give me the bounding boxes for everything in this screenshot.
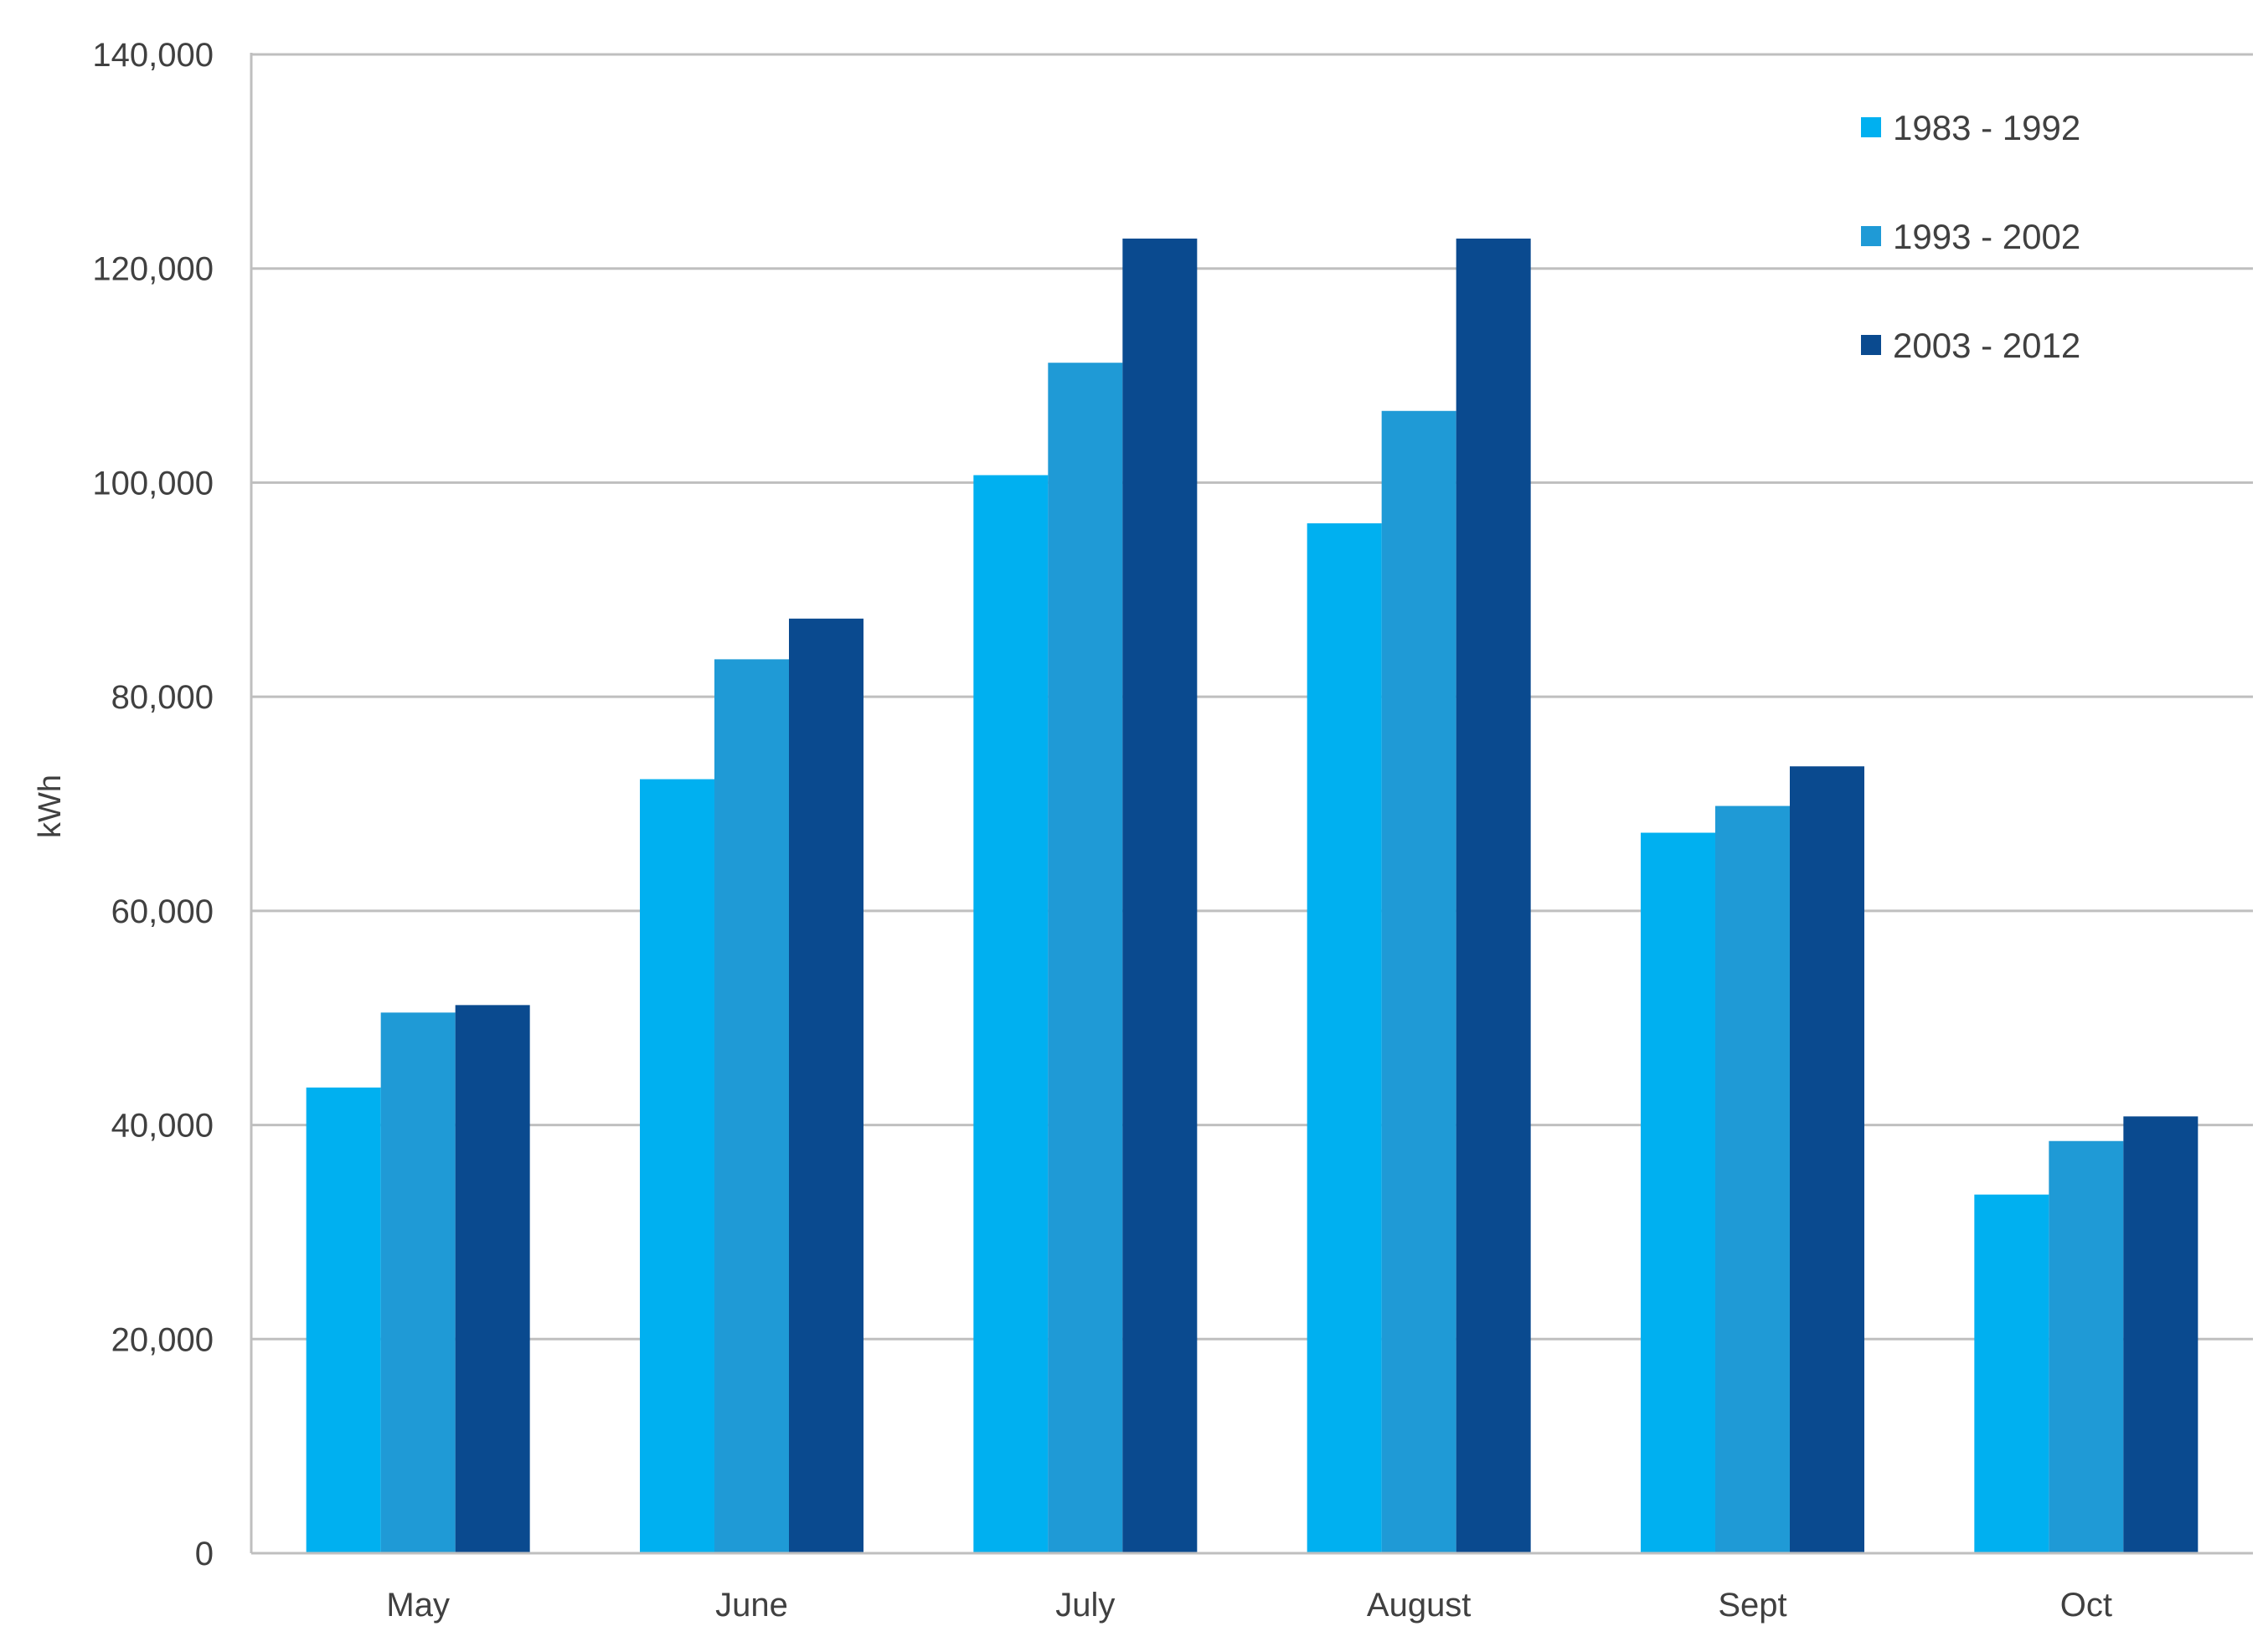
- bar-june-series-1: [640, 779, 714, 1553]
- bar-august-series-1: [1307, 523, 1382, 1553]
- y-tick-label: 20,000: [111, 1321, 214, 1358]
- axes: [250, 53, 2253, 1555]
- gridlines: [251, 53, 2253, 1341]
- x-tick-labels: May June July August Sept Oct: [386, 1587, 2112, 1624]
- x-tick-label: Sept: [1718, 1587, 1786, 1624]
- y-tick-label: 80,000: [111, 679, 214, 716]
- bar-june-series-2: [714, 659, 789, 1554]
- bar-may-series-1: [306, 1087, 381, 1553]
- legend-label: 1983 - 1992: [1893, 108, 2080, 147]
- bar-june-series-3: [789, 618, 863, 1553]
- x-tick-label: July: [1055, 1587, 1115, 1624]
- y-tick-label: 100,000: [92, 465, 214, 502]
- bar-sept-series-2: [1715, 805, 1790, 1553]
- legend-label: 2003 - 2012: [1893, 326, 2080, 365]
- bar-oct-series-3: [2123, 1116, 2199, 1553]
- legend-swatch: [1861, 335, 1881, 355]
- x-tick-label: August: [1367, 1587, 1472, 1624]
- y-tick-label: 40,000: [111, 1108, 214, 1145]
- y-tick-label: 0: [195, 1536, 214, 1572]
- x-tick-label: May: [386, 1587, 450, 1624]
- bar-oct-series-2: [2049, 1140, 2124, 1553]
- bar-may-series-3: [455, 1005, 530, 1553]
- x-tick-label: June: [715, 1587, 788, 1624]
- y-tick-labels: 0 20,000 40,000 60,000 80,000 100,000 120,000 1…: [92, 37, 214, 1572]
- legend-swatch: [1861, 117, 1881, 137]
- bar-sept-series-3: [1790, 766, 1864, 1553]
- legend: 1983 - 1992 1993 - 2002 2003 - 2012: [1861, 108, 2080, 365]
- y-tick-label: 140,000: [92, 37, 214, 74]
- bar-sept-series-1: [1641, 832, 1715, 1553]
- bar-july-series-3: [1122, 238, 1198, 1553]
- y-tick-label: 60,000: [111, 893, 214, 930]
- bar-july-series-1: [973, 475, 1049, 1554]
- legend-label: 1993 - 2002: [1893, 217, 2080, 256]
- bar-oct-series-1: [1974, 1194, 2049, 1553]
- bars: [306, 238, 2199, 1554]
- legend-swatch: [1861, 226, 1881, 246]
- bar-august-series-2: [1381, 410, 1456, 1553]
- bar-may-series-2: [380, 1012, 456, 1553]
- y-tick-label: 120,000: [92, 251, 214, 288]
- bar-august-series-3: [1456, 238, 1531, 1553]
- y-axis-title: kWh: [33, 775, 68, 838]
- bar-july-series-2: [1048, 363, 1123, 1554]
- x-tick-label: Oct: [2060, 1587, 2112, 1624]
